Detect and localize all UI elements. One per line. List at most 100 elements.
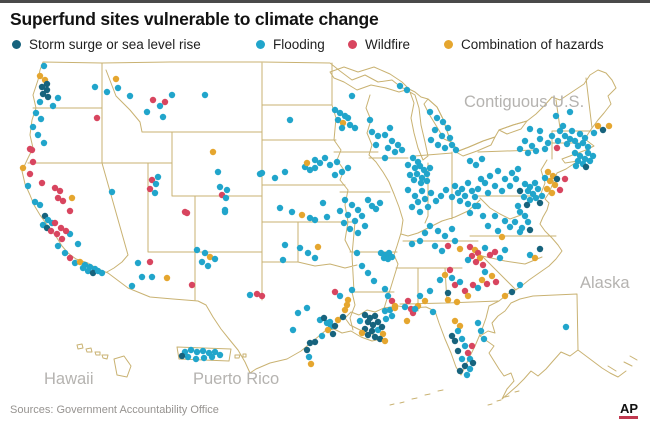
site-dot-f — [552, 112, 560, 120]
site-dot-f — [344, 114, 352, 122]
site-dot-f — [364, 269, 372, 277]
site-dot-f — [54, 94, 62, 102]
site-dot-c — [391, 304, 399, 312]
site-dot-f — [184, 353, 192, 361]
site-dot-f — [484, 222, 492, 230]
site-dot-w — [148, 176, 156, 184]
site-dot-f — [353, 249, 361, 257]
hawaii-outline — [76, 343, 132, 378]
site-dot-f — [143, 108, 151, 116]
site-dot-f — [424, 203, 432, 211]
site-dot-f — [579, 139, 587, 147]
site-dot-f — [37, 115, 45, 123]
site-dot-s — [451, 337, 459, 345]
site-dot-f — [214, 168, 222, 176]
site-dot-f — [306, 214, 314, 222]
site-dot-f — [506, 182, 514, 190]
site-dot-f — [381, 307, 389, 315]
site-dot-f — [491, 212, 499, 220]
site-dot-w — [444, 242, 452, 250]
site-dot-f — [586, 157, 594, 165]
site-dot-f — [31, 198, 39, 206]
site-dot-f — [472, 161, 480, 169]
site-dot-s — [448, 332, 456, 340]
site-dot-f — [516, 145, 524, 153]
site-dot-w — [446, 266, 454, 274]
site-dot-w — [59, 197, 67, 205]
site-dot-f — [32, 109, 40, 117]
site-dot-f — [474, 202, 482, 210]
site-dot-c — [341, 306, 349, 314]
site-dot-f — [444, 124, 452, 132]
site-dot-f — [416, 237, 424, 245]
site-dot-f — [548, 132, 556, 140]
site-dot-s — [368, 327, 376, 335]
wildfire-dot-icon — [348, 40, 357, 49]
site-dot-f — [271, 174, 279, 182]
site-dot-s — [89, 269, 97, 277]
site-dot-f — [417, 179, 425, 187]
site-dot-s — [461, 362, 469, 370]
site-dot-c — [36, 72, 44, 80]
site-dot-f — [388, 253, 396, 261]
site-dot-f — [441, 232, 449, 240]
site-dot-f — [574, 157, 582, 165]
site-dot-f — [386, 124, 394, 132]
site-dot-f — [501, 246, 509, 254]
site-dot-f — [526, 196, 534, 204]
site-dot-f — [416, 208, 424, 216]
site-dot-f — [361, 222, 369, 230]
legend-item-combination: Combination of hazards — [444, 37, 604, 52]
source-credit: Sources: Government Accountability Offic… — [10, 404, 219, 416]
site-dot-f — [532, 147, 540, 155]
site-dot-f — [516, 208, 524, 216]
site-dot-f — [538, 192, 546, 200]
site-dot-f — [208, 353, 216, 361]
site-dot-f — [306, 166, 314, 174]
site-dot-f — [281, 168, 289, 176]
site-dot-f — [526, 125, 534, 133]
site-dot-w — [388, 297, 396, 305]
site-dot-s — [469, 359, 477, 367]
map-dots — [19, 62, 613, 379]
site-dot-f — [311, 254, 319, 262]
site-dot-f — [311, 216, 319, 224]
site-dot-s — [553, 175, 561, 183]
site-dot-c — [379, 330, 387, 338]
site-dot-f — [524, 187, 532, 195]
site-dot-f — [461, 192, 469, 200]
site-dot-f — [358, 212, 366, 220]
site-dot-f — [370, 277, 378, 285]
site-dot-f — [49, 102, 57, 110]
site-dot-f — [356, 317, 364, 325]
site-dot-f — [471, 193, 479, 201]
site-dot-f — [514, 165, 522, 173]
site-dot-s — [38, 83, 46, 91]
site-dot-f — [581, 155, 589, 163]
site-dot-f — [456, 278, 464, 286]
site-dot-f — [311, 164, 319, 172]
site-dot-f — [521, 180, 529, 188]
site-dot-c — [478, 276, 486, 284]
site-dot-f — [40, 139, 48, 147]
site-dot-f — [304, 249, 312, 257]
site-dot-f — [559, 122, 567, 130]
site-dot-f — [584, 149, 592, 157]
site-dot-f — [372, 141, 380, 149]
site-dot-s — [378, 323, 386, 331]
site-dot-f — [372, 205, 380, 213]
site-dot-c — [314, 243, 322, 251]
site-dot-f — [524, 149, 532, 157]
site-dot-f — [524, 218, 532, 226]
site-dot-w — [53, 230, 61, 238]
site-dot-w — [253, 290, 261, 298]
site-dot-f — [501, 217, 509, 225]
site-dot-c — [163, 274, 171, 282]
site-dot-s — [508, 288, 516, 296]
site-dot-f — [520, 193, 528, 201]
site-dot-f — [466, 365, 474, 373]
site-dot-f — [458, 355, 466, 363]
site-dot-c — [68, 194, 76, 202]
site-dot-f — [410, 176, 418, 184]
